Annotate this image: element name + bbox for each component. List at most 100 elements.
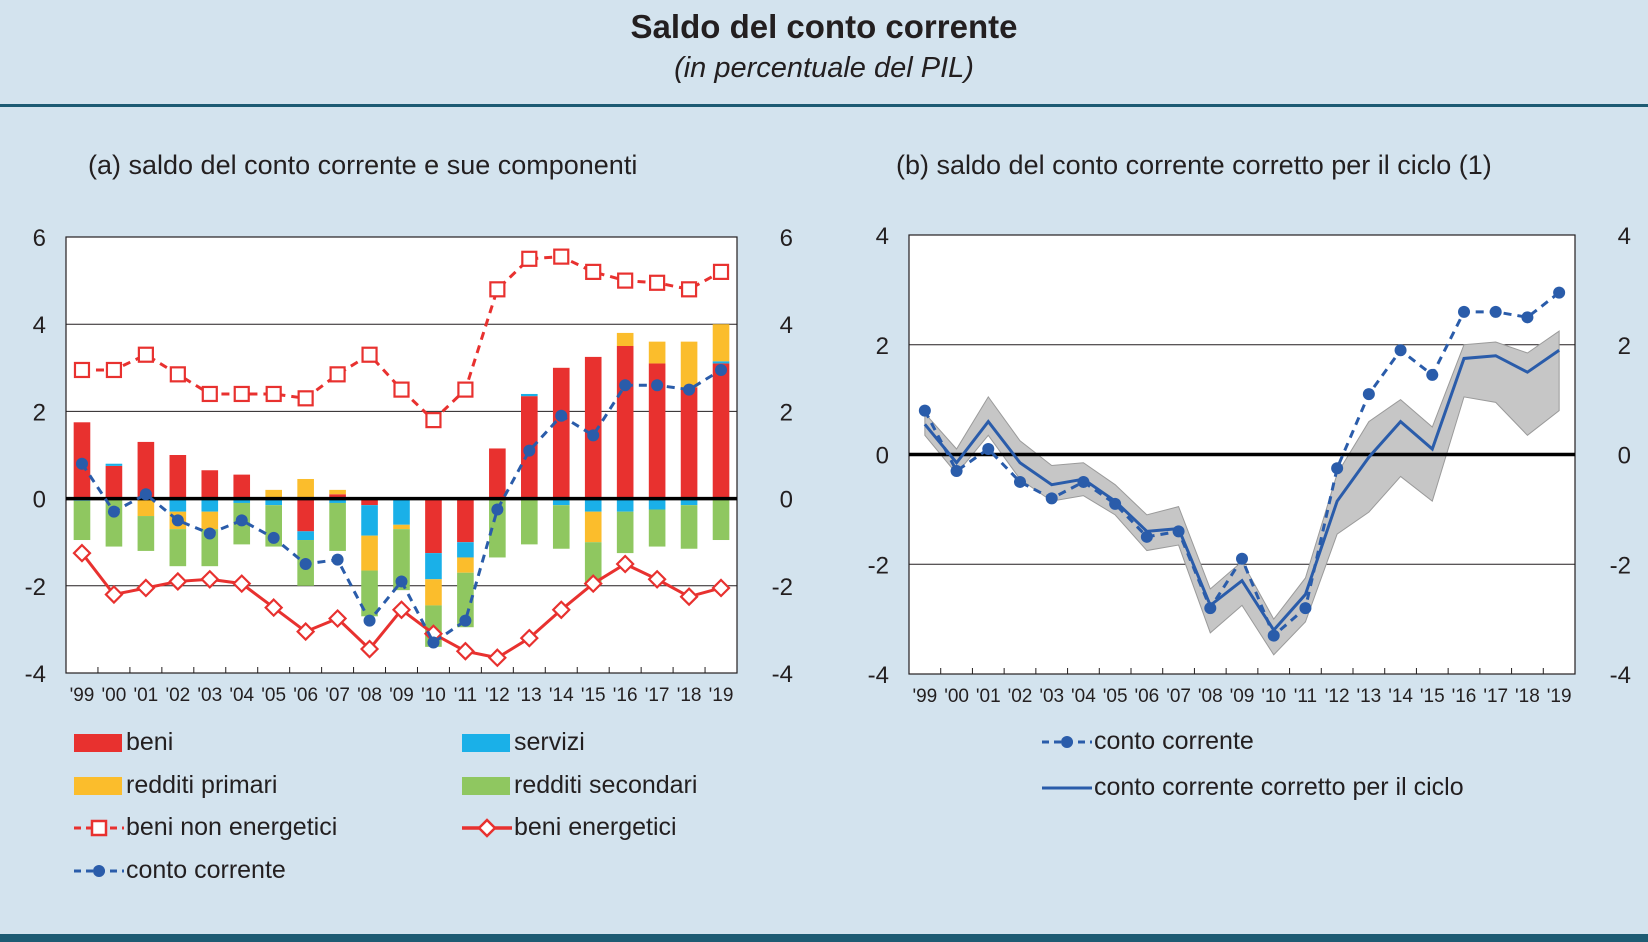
pb-point-conto-corrente	[1331, 462, 1344, 475]
pb-xtick-label: '06	[1134, 686, 1159, 707]
pb-point-conto-corrente	[1014, 475, 1026, 488]
pa-point-conto-corrente	[619, 379, 632, 392]
legend-item-beni: beni	[74, 728, 173, 757]
pa-bar-servizi	[425, 553, 442, 580]
pb-point-conto-corrente	[1362, 388, 1375, 401]
legend-item-beni-energetici: beni energetici	[462, 813, 677, 842]
pb-point-conto-corrente	[1045, 492, 1058, 505]
pa-xtick-label: '19	[709, 685, 734, 706]
pa-point-beni-energetici	[264, 598, 284, 618]
pb-xtick-label: '04	[1071, 686, 1096, 707]
pa-point-conto-corrente	[491, 503, 504, 516]
pa-xtick-label: '99	[70, 685, 95, 706]
pa-bar-redditi-primari	[265, 489, 282, 499]
pa-bar-beni	[616, 346, 634, 499]
panel-a-title: (a) saldo del conto corrente e sue compo…	[88, 150, 638, 180]
pa-bar-servizi	[297, 531, 314, 541]
legend-swatch-redditi-secondari	[462, 776, 510, 795]
pa-xtick-label: '15	[581, 685, 606, 706]
pa-point-conto-corrente	[459, 614, 472, 627]
pa-ytick-right: 4	[780, 312, 793, 339]
pa-xtick-label: '04	[229, 685, 254, 706]
pb-point-conto-corrente	[1489, 305, 1502, 318]
pa-point-beni-non-energetici	[521, 250, 538, 267]
pb-xtick-label: '15	[1420, 686, 1445, 707]
pa-ytick-left: -2	[25, 574, 46, 601]
pa-point-beni-energetici	[296, 622, 316, 642]
panel-b-title: (b) saldo del conto corrente corretto pe…	[896, 150, 1492, 180]
pa-bar-redditi-secondari	[361, 570, 378, 617]
pa-xtick-label: '09	[389, 685, 414, 706]
pb-point-conto-corrente	[950, 464, 963, 477]
pa-point-beni-non-energetici	[297, 390, 314, 407]
pb-xtick-label: '08	[1198, 686, 1223, 707]
pa-point-beni-non-energetici	[457, 381, 474, 398]
pa-xtick-label: '03	[197, 685, 222, 706]
pa-bar-servizi	[552, 498, 570, 506]
pb-xtick-label: '13	[1356, 686, 1381, 707]
pa-point-conto-corrente	[587, 429, 600, 442]
pa-xtick-label: '14	[549, 685, 574, 706]
legend-swatch-redditi-primari	[74, 776, 122, 795]
pa-bar-redditi-secondari	[329, 502, 346, 551]
pa-point-beni-energetici	[200, 569, 220, 589]
pa-point-beni-energetici	[104, 584, 124, 605]
pb-xtick-label: '09	[1230, 686, 1255, 707]
pa-xtick-label: '02	[165, 685, 190, 706]
pb-point-conto-corrente	[1299, 602, 1312, 615]
bottom-divider	[0, 934, 1648, 942]
pa-point-beni-non-energetici	[649, 274, 666, 291]
pa-point-conto-corrente	[203, 527, 216, 540]
legend-label-redditi-primari: redditi primari	[126, 771, 278, 799]
pa-line-beni-non-energetici	[81, 255, 722, 423]
pa-point-conto-corrente	[395, 575, 408, 588]
pa-bar-redditi-secondari	[552, 505, 570, 549]
legend-swatch-beni	[74, 733, 122, 752]
pa-ytick-right: 6	[780, 225, 793, 252]
legend-item-redditi-primari: redditi primari	[74, 771, 277, 800]
pb-point-conto-corrente	[918, 404, 931, 417]
pb-ytick-left: 4	[876, 223, 889, 250]
pb-ytick-right: 0	[1618, 443, 1631, 470]
pa-xtick-label: '12	[485, 685, 510, 706]
pa-xtick-label: '05	[261, 685, 286, 706]
pb-ytick-right: -4	[1610, 662, 1631, 689]
pb-point-conto-corrente	[1140, 530, 1153, 543]
pa-bar-servizi	[105, 463, 123, 466]
legend-label-conto-corrente-corretto: conto corrente corretto per il ciclo	[1094, 773, 1464, 801]
pb-xtick-label: '19	[1547, 686, 1572, 707]
pb-ytick-right: 4	[1618, 223, 1631, 250]
legend-swatch-servizi	[462, 733, 510, 752]
pa-ytick-left: 6	[33, 225, 46, 252]
pa-point-beni-energetici	[679, 587, 699, 607]
pa-point-beni-non-energetici	[201, 385, 218, 403]
pb-xtick-label: '11	[1294, 686, 1317, 707]
pa-bar-redditi-secondari	[712, 498, 730, 541]
pa-point-beni-non-energetici	[169, 366, 186, 383]
pa-point-beni-energetici	[328, 608, 348, 629]
pa-xtick-label: '10	[421, 685, 446, 706]
pa-point-beni-energetici	[487, 648, 507, 668]
pa-point-beni-non-energetici	[617, 272, 634, 289]
pa-point-beni-non-energetici	[137, 346, 154, 363]
pa-bar-beni	[105, 465, 123, 499]
legend-item-conto-corrente-corretto: conto corrente corretto per il ciclo	[1042, 773, 1464, 802]
pa-ytick-right: -2	[772, 574, 793, 601]
pa-point-beni-non-energetici	[265, 385, 282, 403]
pb-xtick-label: '10	[1261, 686, 1286, 707]
legend-marker-beni-non-energetici	[74, 819, 124, 836]
pa-xtick-label: '07	[325, 685, 350, 706]
legend-marker-conto-corrente-b	[1042, 735, 1092, 748]
pb-point-conto-corrente	[1426, 368, 1439, 381]
pb-xtick-label: '01	[976, 686, 1001, 707]
pa-bar-beni	[233, 474, 251, 499]
pb-line-conto-corrente-corretto-per-il-ciclo	[923, 349, 1560, 633]
pa-point-conto-corrente	[299, 558, 312, 570]
pa-point-beni-energetici	[455, 641, 475, 661]
pa-xtick-label: '00	[102, 685, 127, 706]
legend-label-conto-corrente-a: conto corrente	[126, 856, 286, 884]
pa-point-beni-non-energetici	[585, 263, 602, 280]
pb-xtick-label: '02	[1008, 686, 1033, 707]
pb-point-conto-corrente	[1394, 344, 1407, 357]
pa-point-conto-corrente	[235, 514, 248, 527]
